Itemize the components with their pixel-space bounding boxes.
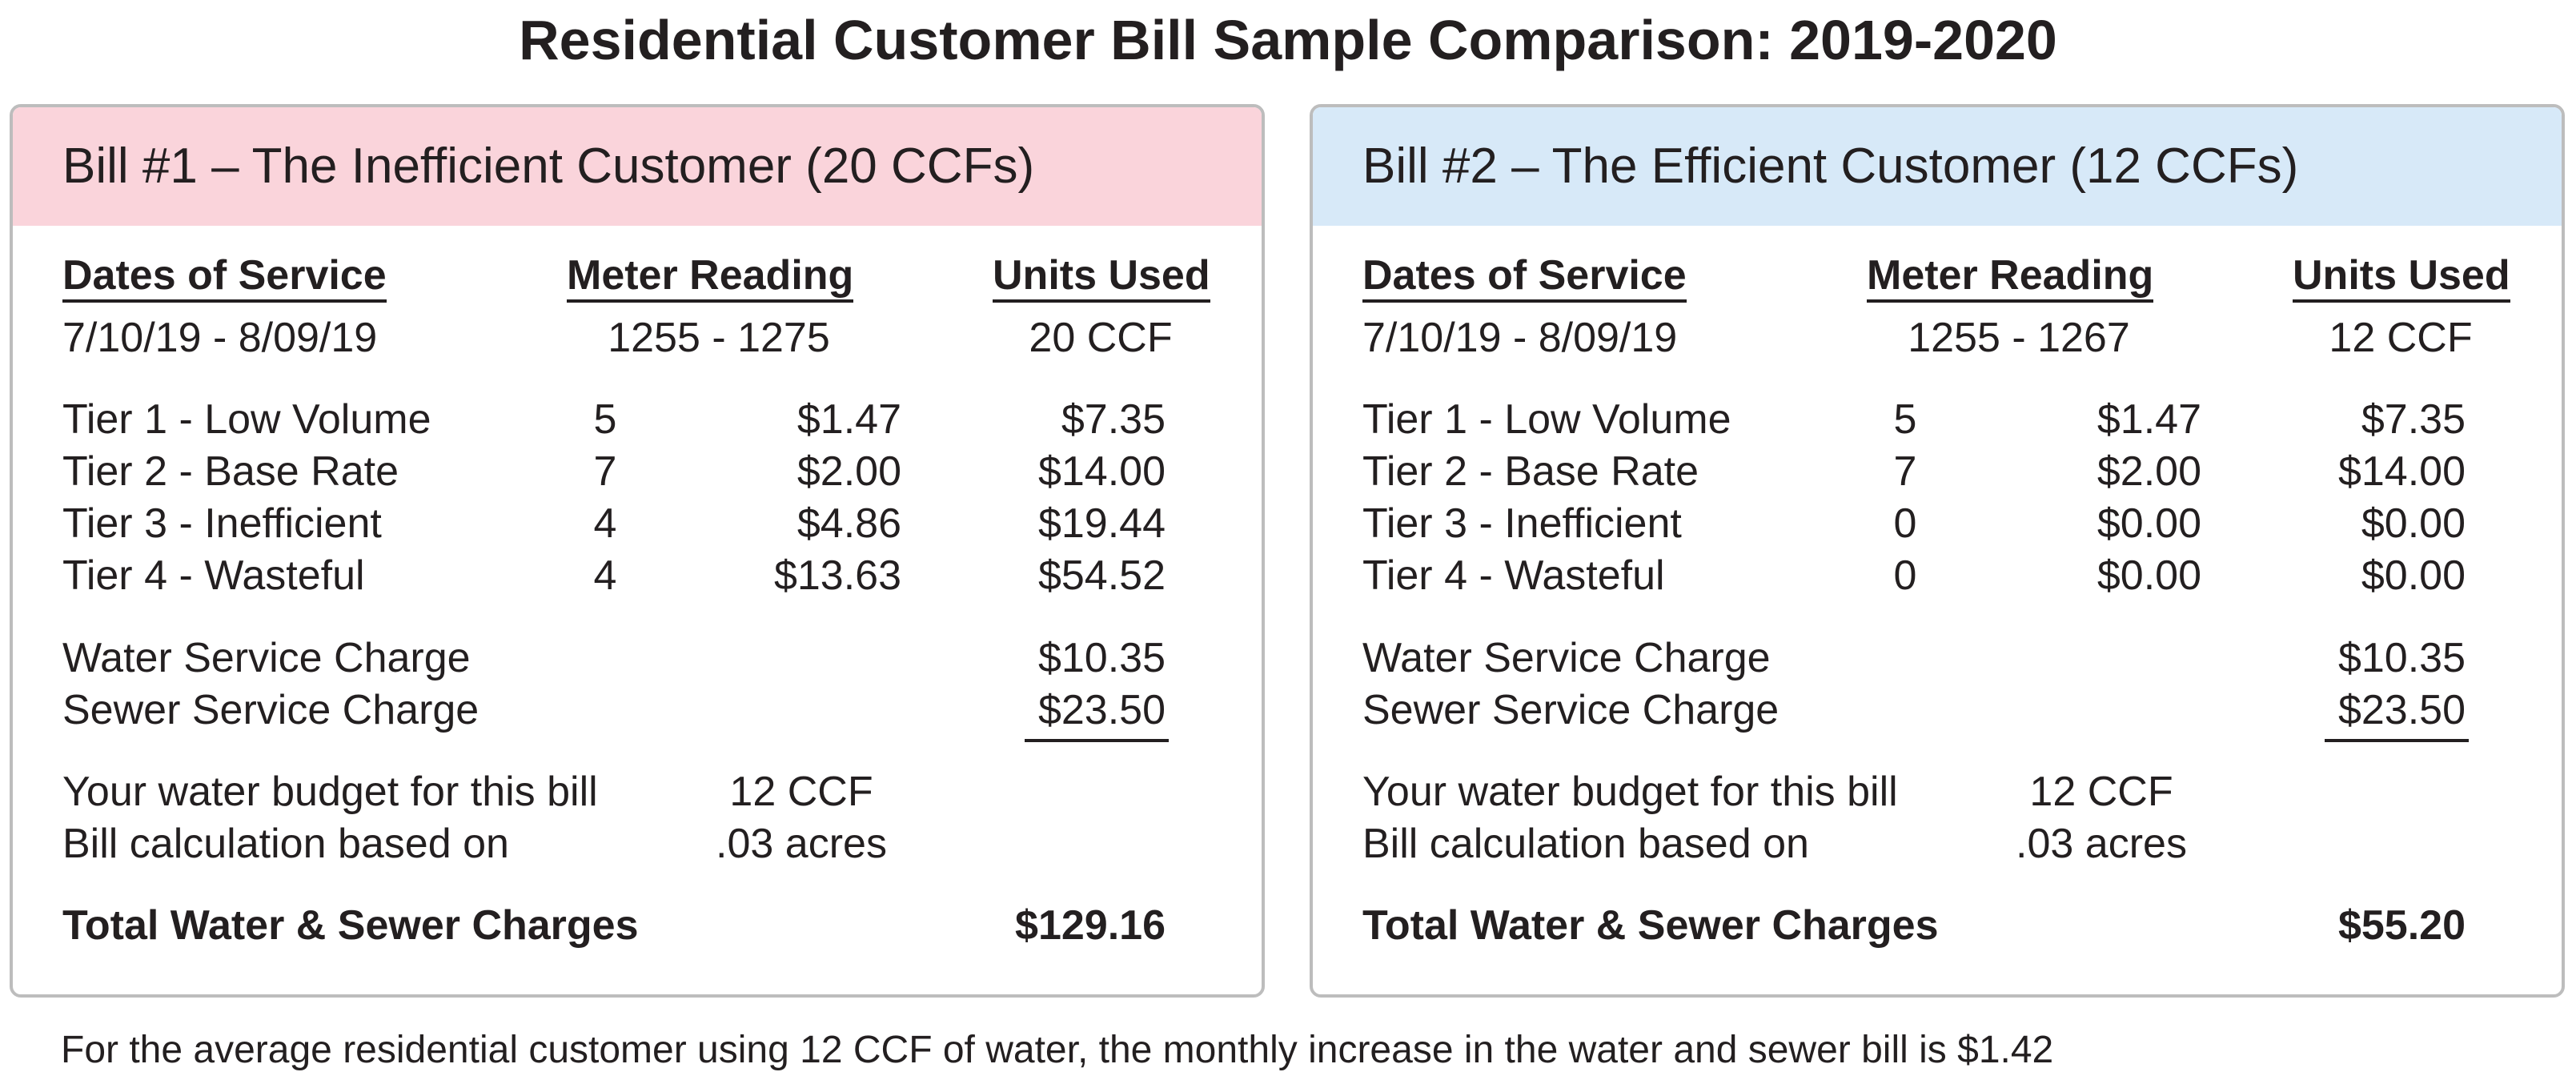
tier-1-qty: 5 xyxy=(1893,396,1917,443)
water-service-label: Water Service Charge xyxy=(62,635,471,681)
meter-reading-header: Meter Reading xyxy=(567,251,854,303)
tier-3-amount: $19.44 xyxy=(1037,500,1166,547)
units-used-value: 12 CCF xyxy=(2329,315,2473,361)
water-service-amount: $10.35 xyxy=(1037,635,1166,681)
bill-header: Bill #1 – The Inefficient Customer (20 C… xyxy=(13,107,1262,226)
sewer-service-amount: $23.50 xyxy=(2337,687,2466,733)
tier-4-amount: $54.52 xyxy=(1037,552,1166,599)
tier-1-label: Tier 1 - Low Volume xyxy=(62,396,431,443)
sewer-service-label: Sewer Service Charge xyxy=(62,687,479,733)
tier-2-label: Tier 2 - Base Rate xyxy=(1362,448,1699,495)
water-service-label: Water Service Charge xyxy=(1362,635,1771,681)
meter-reading-header: Meter Reading xyxy=(1867,251,2154,303)
tier-2-qty: 7 xyxy=(593,448,617,495)
tier-3-qty: 0 xyxy=(1893,500,1917,547)
dates-of-service-value: 7/10/19 - 8/09/19 xyxy=(1362,315,1678,361)
dates-of-service-header: Dates of Service xyxy=(62,251,387,303)
total-charges-amount: $55.20 xyxy=(2337,902,2466,949)
dates-of-service-value: 7/10/19 - 8/09/19 xyxy=(62,315,378,361)
tier-1-rate: $1.47 xyxy=(2097,396,2201,443)
tier-2-amount: $14.00 xyxy=(1037,448,1166,495)
tier-3-qty: 4 xyxy=(593,500,617,547)
tier-4-label: Tier 4 - Wasteful xyxy=(1362,552,1665,599)
tier-1-qty: 5 xyxy=(593,396,617,443)
tier-3-rate: $0.00 xyxy=(2097,500,2201,547)
water-service-amount: $10.35 xyxy=(2337,635,2466,681)
tier-1-rate: $1.47 xyxy=(796,396,901,443)
tier-4-qty: 4 xyxy=(593,552,617,599)
bill-basis-label: Bill calculation based on xyxy=(1362,821,1809,867)
bill-header: Bill #2 – The Efficient Customer (12 CCF… xyxy=(1313,107,2562,226)
units-used-value: 20 CCF xyxy=(1029,315,1173,361)
sewer-service-label: Sewer Service Charge xyxy=(1362,687,1780,733)
tier-4-amount: $0.00 xyxy=(2361,552,2466,599)
bill-card-inefficient: Bill #1 – The Inefficient Customer (20 C… xyxy=(10,104,1265,998)
tier-1-amount: $7.35 xyxy=(1061,396,1166,443)
bill-basis-value: .03 acres xyxy=(716,821,887,867)
tier-4-rate: $0.00 xyxy=(2097,552,2201,599)
meter-reading-value: 1255 - 1267 xyxy=(1908,315,2130,361)
meter-reading-value: 1255 - 1275 xyxy=(608,315,830,361)
total-charges-label: Total Water & Sewer Charges xyxy=(1362,902,1939,949)
tier-4-label: Tier 4 - Wasteful xyxy=(62,552,365,599)
sewer-underline xyxy=(1025,685,1169,742)
tier-3-amount: $0.00 xyxy=(2361,500,2466,547)
water-budget-label: Your water budget for this bill xyxy=(62,769,598,815)
water-budget-value: 12 CCF xyxy=(729,769,873,815)
tier-2-amount: $14.00 xyxy=(2337,448,2466,495)
tier-2-qty: 7 xyxy=(1893,448,1917,495)
water-budget-label: Your water budget for this bill xyxy=(1362,769,1898,815)
sewer-underline xyxy=(2325,685,2469,742)
tier-2-rate: $2.00 xyxy=(796,448,901,495)
footer-note: For the average residential customer usi… xyxy=(61,1029,2054,1071)
bill-card-efficient: Bill #2 – The Efficient Customer (12 CCF… xyxy=(1310,104,2565,998)
tier-4-qty: 0 xyxy=(1893,552,1917,599)
dates-of-service-header: Dates of Service xyxy=(1362,251,1687,303)
tier-3-label: Tier 3 - Inefficient xyxy=(62,500,382,547)
tier-3-rate: $4.86 xyxy=(796,500,901,547)
tier-2-label: Tier 2 - Base Rate xyxy=(62,448,399,495)
tier-1-amount: $7.35 xyxy=(2361,396,2466,443)
tier-2-rate: $2.00 xyxy=(2097,448,2201,495)
tier-4-rate: $13.63 xyxy=(773,552,901,599)
page-title: Residential Customer Bill Sample Compari… xyxy=(519,9,2057,71)
bill-basis-value: .03 acres xyxy=(2016,821,2187,867)
bill-basis-label: Bill calculation based on xyxy=(62,821,509,867)
units-used-header: Units Used xyxy=(2293,251,2510,303)
tier-1-label: Tier 1 - Low Volume xyxy=(1362,396,1731,443)
units-used-header: Units Used xyxy=(993,251,1210,303)
sewer-service-amount: $23.50 xyxy=(1037,687,1166,733)
water-budget-value: 12 CCF xyxy=(2029,769,2173,815)
total-charges-amount: $129.16 xyxy=(1015,902,1166,949)
total-charges-label: Total Water & Sewer Charges xyxy=(62,902,639,949)
tier-3-label: Tier 3 - Inefficient xyxy=(1362,500,1682,547)
